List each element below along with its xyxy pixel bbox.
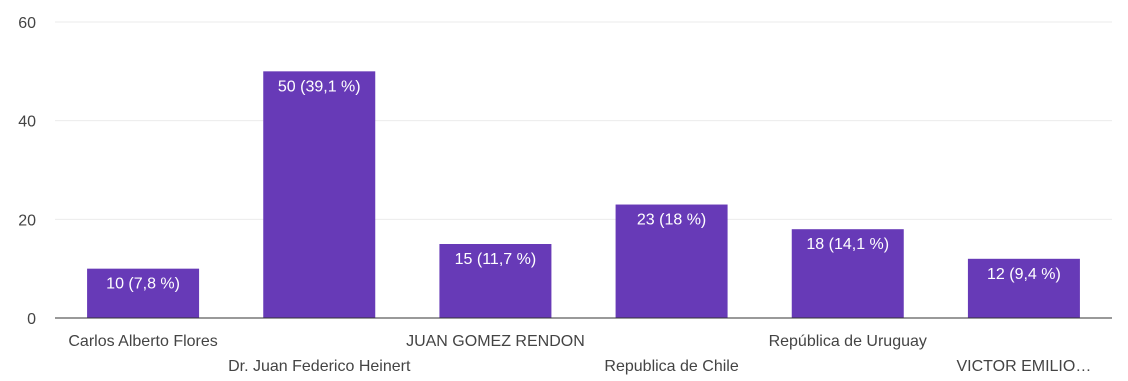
bar-data-labels: 10 (7,8 %) 50 (39,1 %) 15 (11,7 %) 23 (18 %… <box>106 78 1061 292</box>
x-tick-label: VICTOR EMILIO… <box>956 358 1091 375</box>
x-tick-label: JUAN GOMEZ RENDON <box>406 333 585 350</box>
bar <box>87 268 200 318</box>
y-tick-label: 60 <box>18 15 36 32</box>
x-tick-label: República de Uruguay <box>769 333 927 350</box>
bar-data-label: 10 (7,8 %) <box>106 276 180 293</box>
gridlines <box>55 21 1112 220</box>
y-tick-label: 20 <box>18 212 36 229</box>
bar-data-label: 15 (11,7 %) <box>455 251 537 268</box>
x-axis-ticks: Carlos Alberto Flores Dr. Juan Federico H… <box>68 333 1091 375</box>
y-axis-ticks: 0 20 40 60 <box>18 15 36 328</box>
y-tick-label: 0 <box>27 311 36 328</box>
x-tick-label: Carlos Alberto Flores <box>68 333 217 350</box>
bar-data-label: 12 (9,4 %) <box>987 266 1061 283</box>
bar <box>791 229 904 318</box>
x-tick-label: Republica de Chile <box>604 358 738 375</box>
bar-data-label: 50 (39,1 %) <box>278 78 361 95</box>
bar-data-label: 18 (14,1 %) <box>806 236 889 253</box>
bar <box>615 204 728 318</box>
bar <box>263 71 376 318</box>
bar <box>967 258 1080 318</box>
bar <box>439 244 552 318</box>
bars <box>87 71 1080 318</box>
y-tick-label: 40 <box>18 114 36 131</box>
x-tick-label: Dr. Juan Federico Heinert <box>228 358 411 375</box>
bar-data-label: 23 (18 %) <box>637 212 706 229</box>
